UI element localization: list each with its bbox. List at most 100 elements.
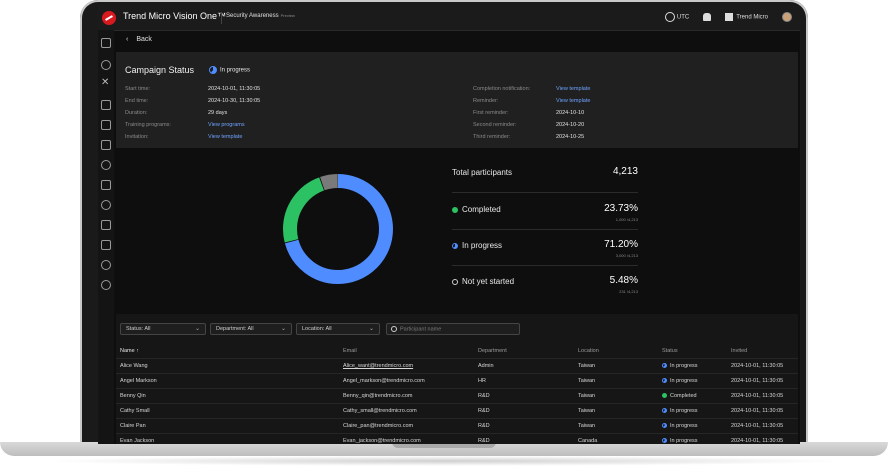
row-invited: 2024-10-01, 11:30:05 [731,408,784,414]
campaign-status-text: In progress [220,67,251,74]
row-name: Evan Jackson [120,438,155,444]
third-reminder-row: Third reminder: 2024-10-25 [473,134,584,140]
avatar[interactable] [782,12,792,22]
row-status-text: In progress [670,438,698,444]
laptop-notch [392,442,496,448]
sidebar-window-icon[interactable] [101,220,111,230]
in-progress-icon [662,363,667,369]
metric-completed[interactable]: Completed 23.73% 1,000 /4,213 [452,193,638,230]
metric-in-progress[interactable]: In progress 71.20% 3,000 /4,213 [452,229,638,266]
row-status-text: In progress [670,363,698,369]
row-status: In progress [662,378,698,384]
metric-total: Total participants 4,213 [452,156,638,193]
end-time-row: End time: 2024-10-30, 11:30:05 [125,98,260,104]
row-email: Benny_qin@trendmicro.com [343,393,413,399]
timezone-button[interactable]: UTC [664,12,689,22]
status-filter-value: Status: All [126,326,151,332]
start-time-label: Start time: [125,86,151,92]
start-time-value: 2024-10-01, 11:30:05 [208,86,261,92]
row-name: Cathy Small [120,408,150,414]
column-status-header: Status [662,348,678,354]
sidebar-users-icon[interactable] [101,180,111,190]
row-email-link[interactable]: Alice_want@trendmicro.com [343,363,414,369]
sidebar-network-icon[interactable] [101,140,111,150]
first-reminder-row: First reminder: 2024-10-10 [473,110,584,116]
check-circle-icon [662,393,667,399]
table-row[interactable]: Angel Markson Angel_markson@trendmicro.c… [116,373,798,389]
section-title: Security Awareness Preview [226,13,295,19]
start-time-row: Start time: 2024-10-01, 11:30:05 [125,86,260,92]
top-bar: Trend Micro Vision One™ Security Awarene… [98,6,800,31]
participant-search-input[interactable]: Participant name [386,323,520,335]
completed-label: Completed [452,205,501,214]
account-button[interactable]: Trend Micro [725,13,768,21]
department-filter-dropdown[interactable]: Department: All ⌄ [210,323,292,335]
back-button[interactable]: ‹ Back [126,36,152,43]
table-row[interactable]: Claire Pan Claire_pan@trendmicro.com R&D… [116,418,798,434]
completed-percent: 23.73% [604,203,638,214]
sidebar-dashboard-icon[interactable] [101,38,111,48]
app-title: Trend Micro Vision One™ [123,11,227,21]
metric-not-started[interactable]: Not yet started 5.48% 231 /4,213 [452,265,638,301]
end-time-value: 2024-10-30, 11:30:05 [208,98,261,104]
row-location: Taiwan [578,363,596,369]
trend-micro-logo-icon[interactable] [102,11,116,25]
check-circle-icon [452,206,458,213]
sidebar-server-icon[interactable] [101,240,111,250]
reminder-label: Reminder: [473,98,499,104]
sidebar-target-icon[interactable] [101,260,111,270]
duration-value: 29 days [208,110,228,116]
in-progress-icon [209,66,217,74]
chevron-left-icon: ‹ [126,36,129,43]
second-reminder-value: 2024-10-20 [556,122,585,128]
building-icon [725,13,734,21]
row-status: In progress [662,438,698,444]
location-filter-dropdown[interactable]: Location: All ⌄ [296,323,380,335]
search-placeholder: Participant name [400,326,442,333]
row-email: Claire_pan@trendmicro.com [343,423,414,429]
campaign-status-panel: Campaign Status In progress Start time: 2… [116,52,798,148]
donut-slice-completed[interactable] [283,174,393,284]
campaign-status-title: Campaign Status [125,65,195,75]
table-row[interactable]: Evan Jackson Evan_jackson@trendmicro.com… [116,433,798,444]
sidebar-settings-icon[interactable] [101,280,111,290]
completed-count: 1,000 /4,213 [615,217,638,222]
row-location: Taiwan [578,408,596,414]
table-row[interactable]: Benny Qin Benny_qin@trendmicro.com R&D T… [116,388,798,404]
row-invited: 2024-10-01, 11:30:05 [731,438,784,444]
sidebar-shield-icon[interactable] [101,200,111,210]
view-programs-link[interactable]: View programs [208,122,245,128]
sidebar-phone-icon[interactable] [101,120,111,130]
sidebar-gauge-icon[interactable] [101,60,111,70]
row-invited: 2024-10-01, 11:30:05 [731,363,784,369]
clock-icon [664,12,675,22]
laptop-shadow [40,456,848,466]
in-progress-count: 3,000 /4,213 [615,253,638,258]
row-name: Angel Markson [120,378,157,384]
status-filter-dropdown[interactable]: Status: All ⌄ [120,323,206,335]
reminder-view-template-link[interactable]: View template [556,98,591,104]
donut-slice-in-progress[interactable] [283,174,393,284]
sidebar-close-icon[interactable]: ✕ [101,77,110,88]
campaign-status-badge: In progress [209,66,250,74]
invitation-view-template-link[interactable]: View template [208,134,243,140]
column-name-header[interactable]: Name ↑ [120,348,139,354]
table-row[interactable]: Alice Wang Alice_want@trendmicro.com Adm… [116,358,798,374]
topbar-actions: UTC Trend Micro [664,12,792,22]
table-row[interactable]: Cathy Small Cathy_small@trendmicro.com R… [116,403,798,419]
row-status-text: Completed [670,393,697,399]
completion-notification-row: Completion notification: View template [473,86,590,92]
row-email: Cathy_small@trendmicro.com [343,408,417,414]
row-name: Alice Wang [120,363,148,369]
row-status-text: In progress [670,378,698,384]
completion-view-template-link[interactable]: View template [556,86,591,92]
sidebar-monitor-icon[interactable] [101,100,111,110]
sidebar-search-icon[interactable] [101,160,111,170]
row-status: Completed [662,393,697,399]
location-filter-value: Location: All [302,326,332,332]
row-location: Canada [578,438,598,444]
bell-icon[interactable] [703,13,712,21]
app-screen: Trend Micro Vision One™ Security Awarene… [98,6,800,444]
duration-label: Duration: [125,110,148,116]
row-department: HR [478,378,486,384]
